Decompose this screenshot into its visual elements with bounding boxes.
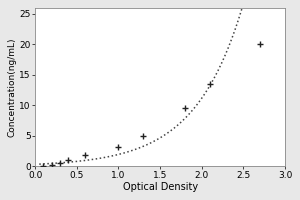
X-axis label: Optical Density: Optical Density xyxy=(123,182,198,192)
Y-axis label: Concentration(ng/mL): Concentration(ng/mL) xyxy=(8,37,16,137)
